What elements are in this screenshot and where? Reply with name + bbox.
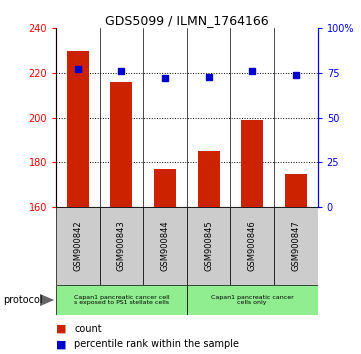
- Bar: [187, 207, 230, 285]
- Text: GSM900844: GSM900844: [161, 221, 170, 272]
- Text: percentile rank within the sample: percentile rank within the sample: [74, 339, 239, 349]
- Text: protocol: protocol: [4, 295, 43, 305]
- Polygon shape: [40, 294, 54, 306]
- Bar: [67, 51, 89, 207]
- Bar: [56, 207, 100, 285]
- Text: GSM900843: GSM900843: [117, 221, 126, 272]
- Text: Capan1 pancreatic cancer
cells only: Capan1 pancreatic cancer cells only: [211, 295, 293, 306]
- Bar: [100, 207, 143, 285]
- Bar: [198, 151, 219, 207]
- Bar: [242, 120, 263, 207]
- Text: count: count: [74, 324, 102, 334]
- Bar: [230, 207, 274, 285]
- Text: GSM900847: GSM900847: [291, 221, 300, 272]
- Text: GSM900842: GSM900842: [73, 221, 82, 272]
- Bar: [274, 207, 318, 285]
- Title: GDS5099 / ILMN_1764166: GDS5099 / ILMN_1764166: [105, 14, 269, 27]
- Bar: [143, 207, 187, 285]
- Bar: [154, 169, 176, 207]
- Text: GSM900845: GSM900845: [204, 221, 213, 272]
- Bar: [187, 285, 318, 315]
- Text: Capan1 pancreatic cancer cell
s exposed to PS1 stellate cells: Capan1 pancreatic cancer cell s exposed …: [74, 295, 169, 306]
- Bar: [285, 173, 307, 207]
- Bar: [56, 285, 187, 315]
- Text: ■: ■: [56, 339, 66, 349]
- Bar: [110, 82, 132, 207]
- Text: ■: ■: [56, 324, 66, 334]
- Text: GSM900846: GSM900846: [248, 221, 257, 272]
